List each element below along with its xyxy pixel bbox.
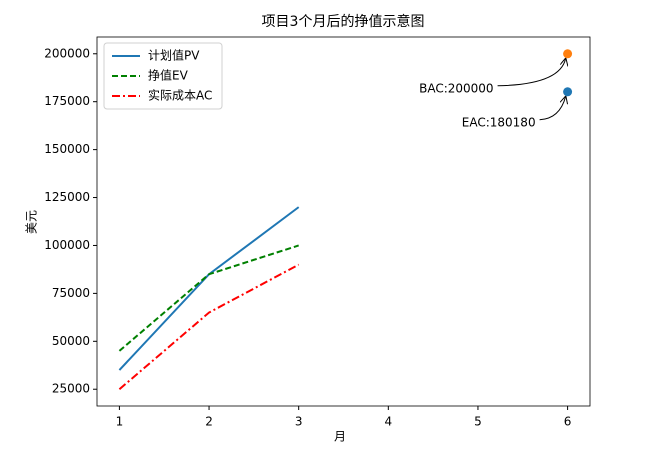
x-tick-label: 2 [205, 415, 213, 429]
x-tick-label: 4 [384, 415, 392, 429]
y-axis-label: 美元 [25, 210, 39, 234]
annotation-arrow [497, 59, 566, 87]
series-line [118, 263, 300, 390]
y-tick-label: 75000 [52, 286, 90, 300]
annotation-point [563, 49, 573, 59]
x-tick-label: 3 [295, 415, 303, 429]
plot-area [96, 36, 591, 407]
legend-box [103, 42, 223, 110]
legend-label: 挣值EV [148, 68, 189, 83]
x-axis-label: 月 [334, 430, 346, 444]
annotation-point [563, 87, 573, 97]
y-tick-label: 150000 [44, 142, 90, 156]
y-tick-label: 175000 [44, 94, 90, 108]
x-tick-label: 1 [116, 415, 124, 429]
y-tick-label: 25000 [52, 382, 90, 396]
chart-title: 项目3个月后的挣值示意图 [262, 13, 425, 30]
annotation-text: BAC:200000 [419, 81, 493, 95]
y-tick-label: 50000 [52, 334, 90, 348]
y-tick-label: 125000 [44, 190, 90, 204]
annotation-text: EAC:180180 [462, 115, 536, 129]
legend-label: 实际成本AC [148, 88, 212, 103]
y-tick-label: 200000 [44, 46, 90, 60]
x-tick-label: 6 [564, 415, 572, 429]
series-line [118, 244, 299, 352]
legend-label: 计划值PV [148, 48, 200, 63]
annotation-arrow [539, 97, 566, 121]
y-tick-label: 100000 [44, 238, 90, 252]
x-tick-label: 5 [474, 415, 482, 429]
